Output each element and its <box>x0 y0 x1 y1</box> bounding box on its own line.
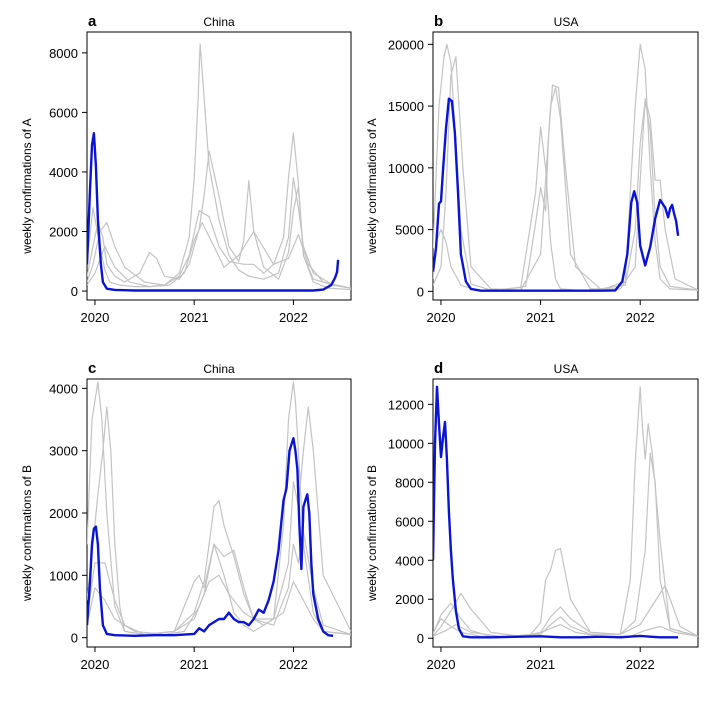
panel-title: USA <box>554 15 579 29</box>
background-series-line-1 <box>87 381 351 636</box>
y-tick-label: 20000 <box>388 37 424 52</box>
y-tick-label: 4000 <box>395 553 424 568</box>
y-axis-label: weekly confirmations of A <box>20 118 34 254</box>
background-series-line-3 <box>433 585 698 637</box>
panel-c: 2020 2021 2022 0 1000 2000 3000 4000 weekly conf… <box>20 360 352 672</box>
y-tick-label: 0 <box>417 631 424 646</box>
y-tick-label: 6000 <box>395 514 424 529</box>
x-tick-label: 2020 <box>80 657 109 672</box>
x-tick-label: 2022 <box>279 657 308 672</box>
background-series-line-3 <box>87 132 351 291</box>
highlight-series-line <box>433 385 679 639</box>
x-tick-label: 2021 <box>180 657 209 672</box>
highlight-series-line <box>87 437 334 637</box>
background-series-line-4 <box>433 624 698 637</box>
background-series-line-2 <box>87 150 351 289</box>
x-tick-label: 2022 <box>626 657 655 672</box>
plot-area <box>87 43 351 292</box>
y-tick-label: 8000 <box>49 46 78 61</box>
background-series-line-1 <box>433 43 698 291</box>
x-tick-label: 2020 <box>427 657 456 672</box>
panel-letter: a <box>88 13 97 30</box>
y-tick-label: 6000 <box>49 105 78 120</box>
x-tick-label: 2020 <box>427 310 456 325</box>
y-tick-label: 0 <box>71 631 78 646</box>
plot-frame <box>432 31 699 301</box>
y-tick-label: 5000 <box>395 223 424 238</box>
plot-area <box>87 381 351 637</box>
panel-title: China <box>203 15 235 29</box>
y-tick-label: 15000 <box>388 99 424 114</box>
background-series-line-2 <box>87 406 351 636</box>
panel-letter: d <box>434 360 443 377</box>
y-tick-label: 3000 <box>49 444 78 459</box>
y-tick-label: 0 <box>417 284 424 299</box>
panel-a: 2020 2021 2022 0 2000 4000 6000 8000 weekly conf… <box>20 13 352 325</box>
background-series-line-2 <box>433 84 698 291</box>
y-tick-label: 4000 <box>49 165 78 180</box>
background-series-line-2 <box>433 452 698 637</box>
panel-letter: c <box>88 360 96 377</box>
y-axis-label: weekly confirmations of A <box>365 118 379 254</box>
highlight-series-line <box>433 97 680 292</box>
y-tick-label: 1000 <box>49 568 78 583</box>
background-series-line-3 <box>433 56 698 291</box>
y-axis-label: weekly confirmations of B <box>20 465 34 602</box>
y-tick-label: 12000 <box>388 397 424 412</box>
x-tick-label: 2022 <box>626 310 655 325</box>
panel-title: USA <box>554 362 579 376</box>
x-tick-label: 2021 <box>526 310 555 325</box>
background-series-line-4 <box>87 222 351 289</box>
y-tick-label: 2000 <box>395 592 424 607</box>
plot-area <box>433 43 698 292</box>
x-tick-label: 2020 <box>80 310 109 325</box>
y-tick-label: 2000 <box>49 225 78 240</box>
background-series-line-1 <box>433 386 698 637</box>
background-series-line-4 <box>87 574 351 636</box>
panel-b: 2020 2021 2022 0 5000 10000 15000 20000 weekly c… <box>365 13 699 325</box>
background-series-line-1 <box>87 43 351 289</box>
highlight-series-line <box>87 132 340 292</box>
y-tick-label: 2000 <box>49 506 78 521</box>
plot-area <box>433 385 698 639</box>
y-tick-label: 4000 <box>49 381 78 396</box>
y-axis-label: weekly confirmations of B <box>365 465 379 602</box>
y-tick-label: 8000 <box>395 475 424 490</box>
panel-letter: b <box>434 13 443 30</box>
y-tick-label: 10000 <box>388 161 424 176</box>
panel-title: China <box>203 362 235 376</box>
x-tick-label: 2021 <box>180 310 209 325</box>
panel-d: 2020 2021 2022 0 2000 4000 6000 8000 10000 12000 w… <box>365 360 699 672</box>
plot-frame <box>432 378 699 648</box>
y-tick-label: 10000 <box>388 436 424 451</box>
x-tick-label: 2021 <box>526 657 555 672</box>
plot-frame <box>86 31 352 301</box>
y-tick-label: 0 <box>71 284 78 299</box>
plot-frame <box>86 378 352 648</box>
x-tick-label: 2022 <box>279 310 308 325</box>
